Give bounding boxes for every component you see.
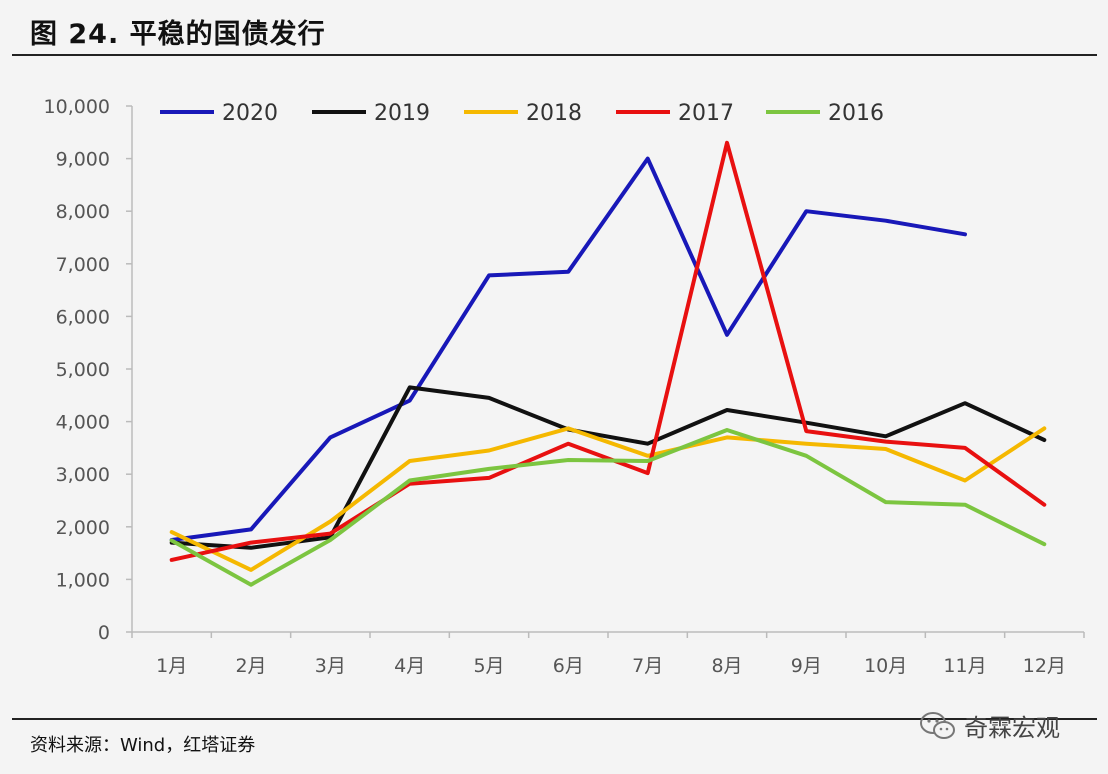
series-line-2020 bbox=[169, 156, 967, 542]
chart-legend: 2020 2019 2018 2017 2016 bbox=[160, 101, 884, 126]
y-tick-label: 0 bbox=[98, 622, 110, 644]
x-tick-label: 12月 bbox=[1023, 655, 1066, 677]
x-tick-label: 5月 bbox=[473, 655, 504, 677]
bottom-divider bbox=[12, 718, 1097, 720]
figure-title: 图 24. 平稳的国债发行 bbox=[30, 19, 326, 50]
y-tick-label: 6,000 bbox=[56, 306, 110, 328]
source-note: 资料来源：Wind，红塔证券 bbox=[30, 735, 256, 756]
x-tick-label: 10月 bbox=[864, 655, 907, 677]
legend-label-2019: 2019 bbox=[374, 101, 430, 126]
series-line-2019 bbox=[169, 385, 1047, 550]
x-tick-label: 4月 bbox=[394, 655, 425, 677]
y-tick-label: 3,000 bbox=[56, 464, 110, 486]
top-divider bbox=[12, 54, 1097, 56]
y-tick-label: 9,000 bbox=[56, 149, 110, 171]
series-line-2018 bbox=[169, 426, 1047, 572]
y-tick-label: 8,000 bbox=[56, 201, 110, 223]
wechat-icon bbox=[920, 711, 955, 739]
legend-label-2016: 2016 bbox=[828, 101, 884, 126]
x-axis-ticks: 1月 2月 3月 4月 5月 6月 7月 8月 9月 10月 11月 12月 bbox=[131, 632, 1085, 677]
series-line-2017 bbox=[169, 140, 1047, 562]
x-tick-label: 11月 bbox=[943, 655, 986, 677]
y-tick-label: 2,000 bbox=[56, 517, 110, 539]
watermark-text: 奇霖宏观 bbox=[964, 714, 1060, 742]
x-tick-label: 8月 bbox=[711, 655, 742, 677]
y-tick-label: 1,000 bbox=[56, 569, 110, 591]
watermark: 奇霖宏观 bbox=[918, 708, 1060, 743]
y-tick-label: 7,000 bbox=[56, 254, 110, 276]
legend-label-2017: 2017 bbox=[678, 101, 734, 126]
series-lines bbox=[169, 140, 1047, 587]
x-tick-label: 9月 bbox=[791, 655, 822, 677]
y-tick-label: 10,000 bbox=[44, 96, 110, 118]
x-tick-label: 2月 bbox=[235, 655, 266, 677]
x-tick-label: 6月 bbox=[553, 655, 584, 677]
series-line-2016 bbox=[169, 428, 1047, 587]
x-tick-label: 3月 bbox=[315, 655, 346, 677]
y-tick-label: 5,000 bbox=[56, 359, 110, 381]
legend-label-2020: 2020 bbox=[222, 101, 278, 126]
x-tick-label: 7月 bbox=[632, 655, 663, 677]
legend-label-2018: 2018 bbox=[526, 101, 582, 126]
x-tick-label: 1月 bbox=[156, 655, 187, 677]
y-tick-label: 4,000 bbox=[56, 412, 110, 434]
y-axis-ticks: 0 1,000 2,000 3,000 4,000 5,000 6,000 7,000 8,00… bbox=[44, 96, 132, 644]
